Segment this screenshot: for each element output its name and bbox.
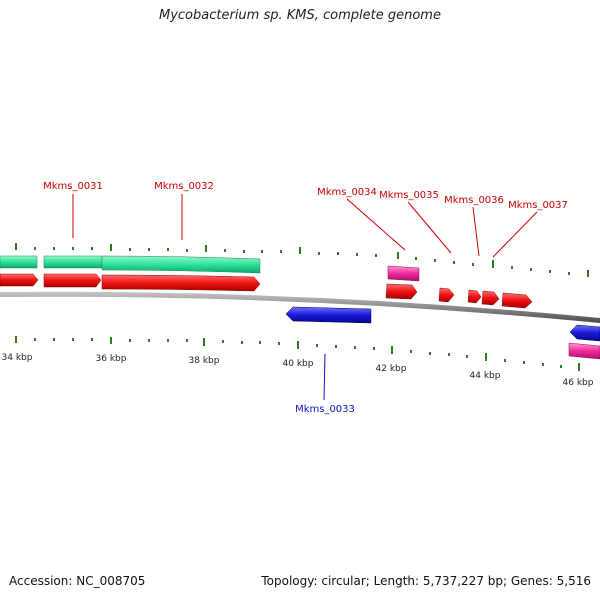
leader-line (346, 198, 406, 251)
outer-ticks (15, 243, 589, 277)
blue-feature (285, 306, 372, 324)
red-feature (43, 273, 102, 288)
leader-line (492, 211, 538, 258)
scale-label: 46 kbp (563, 378, 594, 388)
gene-label-mkms-0031: Mkms_0031 (43, 181, 103, 192)
scale-label: 42 kbp (376, 364, 407, 374)
scale-label: 38 kbp (189, 356, 220, 366)
map-title: Mycobacterium sp. KMS, complete genome (159, 8, 441, 23)
gene-label-mkms-0035: Mkms_0035 (379, 190, 439, 201)
scale-label: 44 kbp (470, 371, 501, 381)
blue-feature (569, 324, 600, 342)
gene-label-mkms-0032: Mkms_0032 (154, 181, 214, 192)
red-feature (101, 274, 261, 292)
gene-label-mkms-0034: Mkms_0034 (317, 187, 377, 198)
scale-label: 34 kbp (2, 353, 33, 363)
red-feature (0, 273, 39, 287)
teal-feature (43, 255, 103, 269)
genome-backbone (0, 291, 600, 323)
gene-label-mkms-0037: Mkms_0037 (508, 200, 568, 211)
red-feature (438, 287, 455, 303)
blue-feature-track (285, 306, 600, 342)
accession-label: Accession: NC_008705 (9, 574, 146, 588)
teal-feature-track (0, 255, 261, 274)
pink-feature (568, 342, 600, 360)
pink-feature (387, 265, 420, 282)
scale-label: 36 kbp (96, 354, 127, 364)
red-feature (481, 290, 500, 306)
leader-line (407, 201, 452, 254)
pink-feature-track (387, 265, 600, 360)
teal-feature (101, 255, 261, 274)
leader-line (472, 206, 480, 257)
teal-feature (0, 255, 38, 269)
forward-label-leaders (72, 194, 538, 258)
leader-line (323, 353, 326, 401)
red-feature (467, 289, 482, 304)
red-feature-track (0, 273, 533, 309)
gene-label-mkms-0036: Mkms_0036 (444, 195, 504, 206)
red-feature (385, 283, 418, 300)
red-feature (501, 292, 533, 309)
genome-summary: Topology: circular; Length: 5,737,227 bp… (261, 574, 591, 588)
inner-ticks (15, 336, 580, 371)
scale-label: 40 kbp (283, 359, 314, 369)
gene-label-mkms-0033: Mkms_0033 (295, 404, 355, 415)
